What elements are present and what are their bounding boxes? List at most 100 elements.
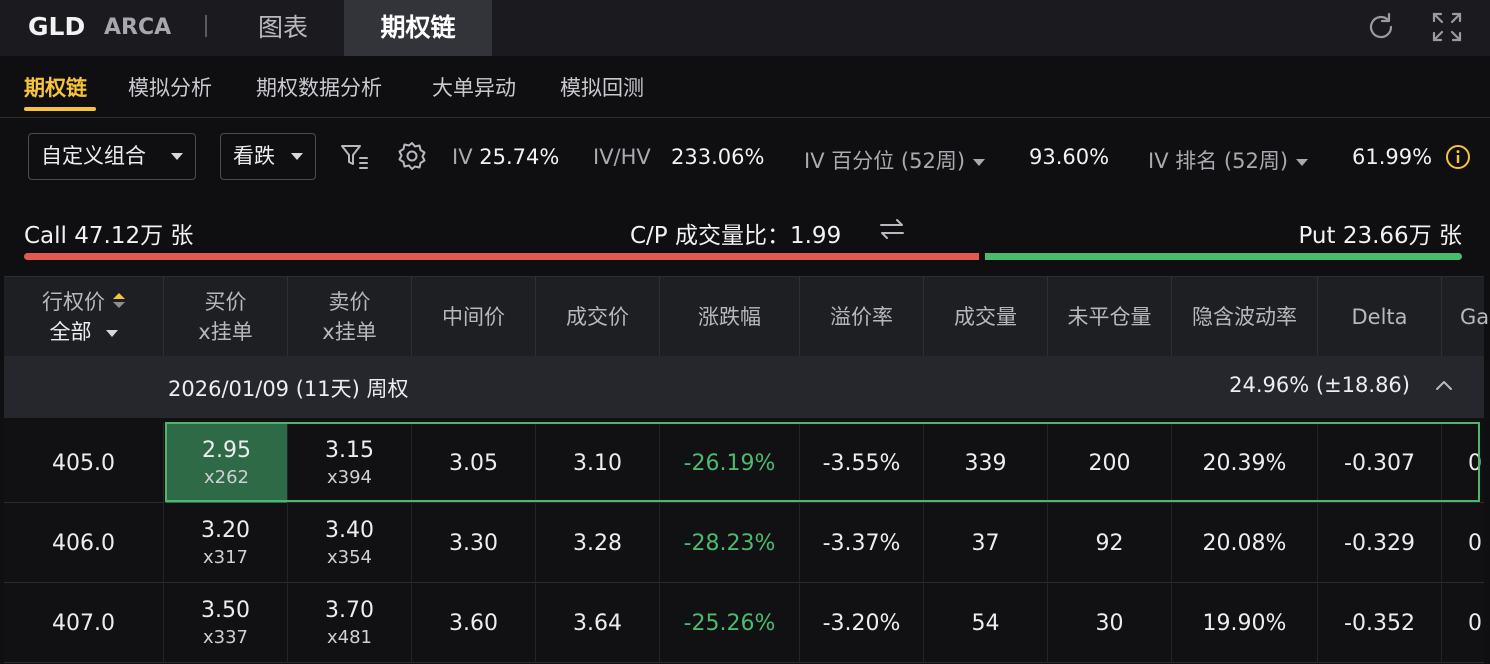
subtab-large-orders[interactable]: 大单异动 [432,76,516,100]
top-bar: GLD ARCA 图表 期权链 [0,0,1490,56]
header-mid[interactable]: 中间价 [412,277,536,357]
table-row[interactable]: 406.0 3.20 x317 3.40 x354 3.30 3.28 -28.… [4,503,1484,583]
header-volume[interactable]: 成交量 [924,277,1048,357]
divider [205,15,207,37]
iv-metric: IV 25.74% [452,145,559,169]
expiry-group-header[interactable]: 2026/01/09 (11天) 周权 24.96% (±18.86) [4,356,1484,418]
bid-cell[interactable]: 3.20 x317 [164,503,288,583]
ask-cell[interactable]: 3.40 x354 [288,503,412,583]
bid-price: 3.20 [201,518,250,543]
gamma-cell: 0 [1468,610,1482,636]
header-strike-label: 行权价 [42,290,105,314]
bid-cell[interactable]: 2.95 x262 [166,423,288,503]
header-last[interactable]: 成交价 [536,277,660,357]
divider [0,117,1490,118]
last-cell: 3.10 [536,423,660,503]
volume-cell: 37 [924,503,1048,583]
iv-cell: 20.39% [1172,423,1318,503]
option-chain-table: 行权价 全部 买价 x挂单 卖价 x挂单 中间价 成交价 涨跌幅 溢价率 成交量… [4,276,1490,664]
change-cell: -25.26% [660,583,800,663]
header-premium[interactable]: 溢价率 [800,277,924,357]
table-header: 行权价 全部 买价 x挂单 卖价 x挂单 中间价 成交价 涨跌幅 溢价率 成交量… [4,276,1490,357]
table-row[interactable]: 407.0 3.50 x337 3.70 x481 3.60 3.64 -25.… [4,583,1484,663]
header-ask-size-label: x挂单 [322,320,377,344]
header-implied-volatility[interactable]: 隐含波动率 [1172,277,1318,357]
sort-icon[interactable] [113,293,125,309]
strike-cell: 407.0 [4,583,164,663]
direction-value: 看跌 [233,144,275,168]
delta-cell: -0.352 [1318,583,1442,663]
put-volume: Put 23.66万 张 [1298,223,1462,249]
info-icon[interactable] [1445,144,1471,170]
open-interest-cell: 30 [1048,583,1172,663]
header-bid-label: 买价 [204,290,247,314]
strike-filter-value: 全部 [49,320,92,344]
iv-rank-dropdown[interactable]: IV 排名 (52周) [1148,145,1309,175]
change-cell: -26.19% [660,423,800,503]
header-ask[interactable]: 卖价 x挂单 [288,277,412,357]
header-ask-label: 卖价 [328,290,371,314]
chevron-down-icon [291,153,303,160]
header-bid[interactable]: 买价 x挂单 [164,277,288,357]
subtab-backtest[interactable]: 模拟回测 [560,76,644,100]
chevron-down-icon [171,153,183,160]
ask-cell[interactable]: 3.70 x481 [288,583,412,663]
iv-rank-value: 61.99% [1352,145,1433,169]
call-volume-bar [24,253,979,260]
filter-icon[interactable] [338,140,370,172]
swap-icon[interactable] [878,216,906,242]
last-cell: 3.64 [536,583,660,663]
header-change[interactable]: 涨跌幅 [660,277,800,357]
subtab-option-chain[interactable]: 期权链 [24,76,87,100]
put-volume-bar [985,253,1462,260]
delta-cell: -0.329 [1318,503,1442,583]
iv-label: IV [452,145,473,169]
ask-cell[interactable]: 3.15 x394 [288,423,412,503]
expiry-group-title: 2026/01/09 (11天) 周权 [168,377,409,401]
iv-percentile-label: IV 百分位 (52周) [804,149,966,173]
ask-price: 3.70 [325,598,374,623]
cp-volume-ratio: C/P 成交量比：1.99 [630,223,842,249]
expand-icon[interactable] [1430,10,1464,44]
change-cell: -28.23% [660,503,800,583]
header-open-interest[interactable]: 未平仓量 [1048,277,1172,357]
premium-cell: -3.55% [800,423,924,503]
open-interest-cell: 92 [1048,503,1172,583]
chevron-down-icon [1296,158,1309,166]
ask-price: 3.15 [325,438,374,463]
active-tab-underline [24,107,96,111]
header-delta[interactable]: Delta [1318,277,1442,357]
ask-size: x354 [326,547,372,568]
mid-cell: 3.60 [412,583,536,663]
last-cell: 3.28 [536,503,660,583]
chevron-up-icon[interactable] [1434,378,1454,392]
subtab-option-data-analysis[interactable]: 期权数据分析 [256,76,382,100]
strike-cell: 406.0 [4,503,164,583]
header-gamma[interactable]: Ga [1460,305,1490,329]
refresh-icon[interactable] [1364,10,1398,44]
subtab-simulation[interactable]: 模拟分析 [128,76,212,100]
iv-cell: 20.08% [1172,503,1318,583]
gear-icon[interactable] [396,140,428,172]
expiry-group-iv: 24.96% (±18.86) [1229,373,1410,397]
bid-size: x317 [202,547,248,568]
ivhv-metric: IV/HV [593,145,651,169]
direction-dropdown[interactable]: 看跌 [220,133,316,180]
iv-percentile-value: 93.60% [1029,145,1110,169]
tab-chart[interactable]: 图表 [257,13,308,42]
strategy-dropdown[interactable]: 自定义组合 [28,133,196,180]
bid-cell[interactable]: 3.50 x337 [164,583,288,663]
table-row[interactable]: 405.0 2.95 x262 3.15 x394 3.05 3.10 -26.… [4,423,1484,503]
iv-value: 25.74% [479,145,560,169]
header-bid-size-label: x挂单 [198,320,253,344]
strike-filter-dropdown[interactable]: 全部 [50,317,118,347]
iv-cell: 19.90% [1172,583,1318,663]
ask-size: x481 [326,627,372,648]
tab-option-chain[interactable]: 期权链 [344,0,492,56]
gamma-cell: 0 [1468,450,1482,476]
iv-percentile-dropdown[interactable]: IV 百分位 (52周) [804,145,986,175]
header-strike[interactable]: 行权价 全部 [4,277,164,357]
ask-price: 3.40 [325,518,374,543]
volume-cell: 339 [924,423,1048,503]
chevron-down-icon [105,329,118,337]
